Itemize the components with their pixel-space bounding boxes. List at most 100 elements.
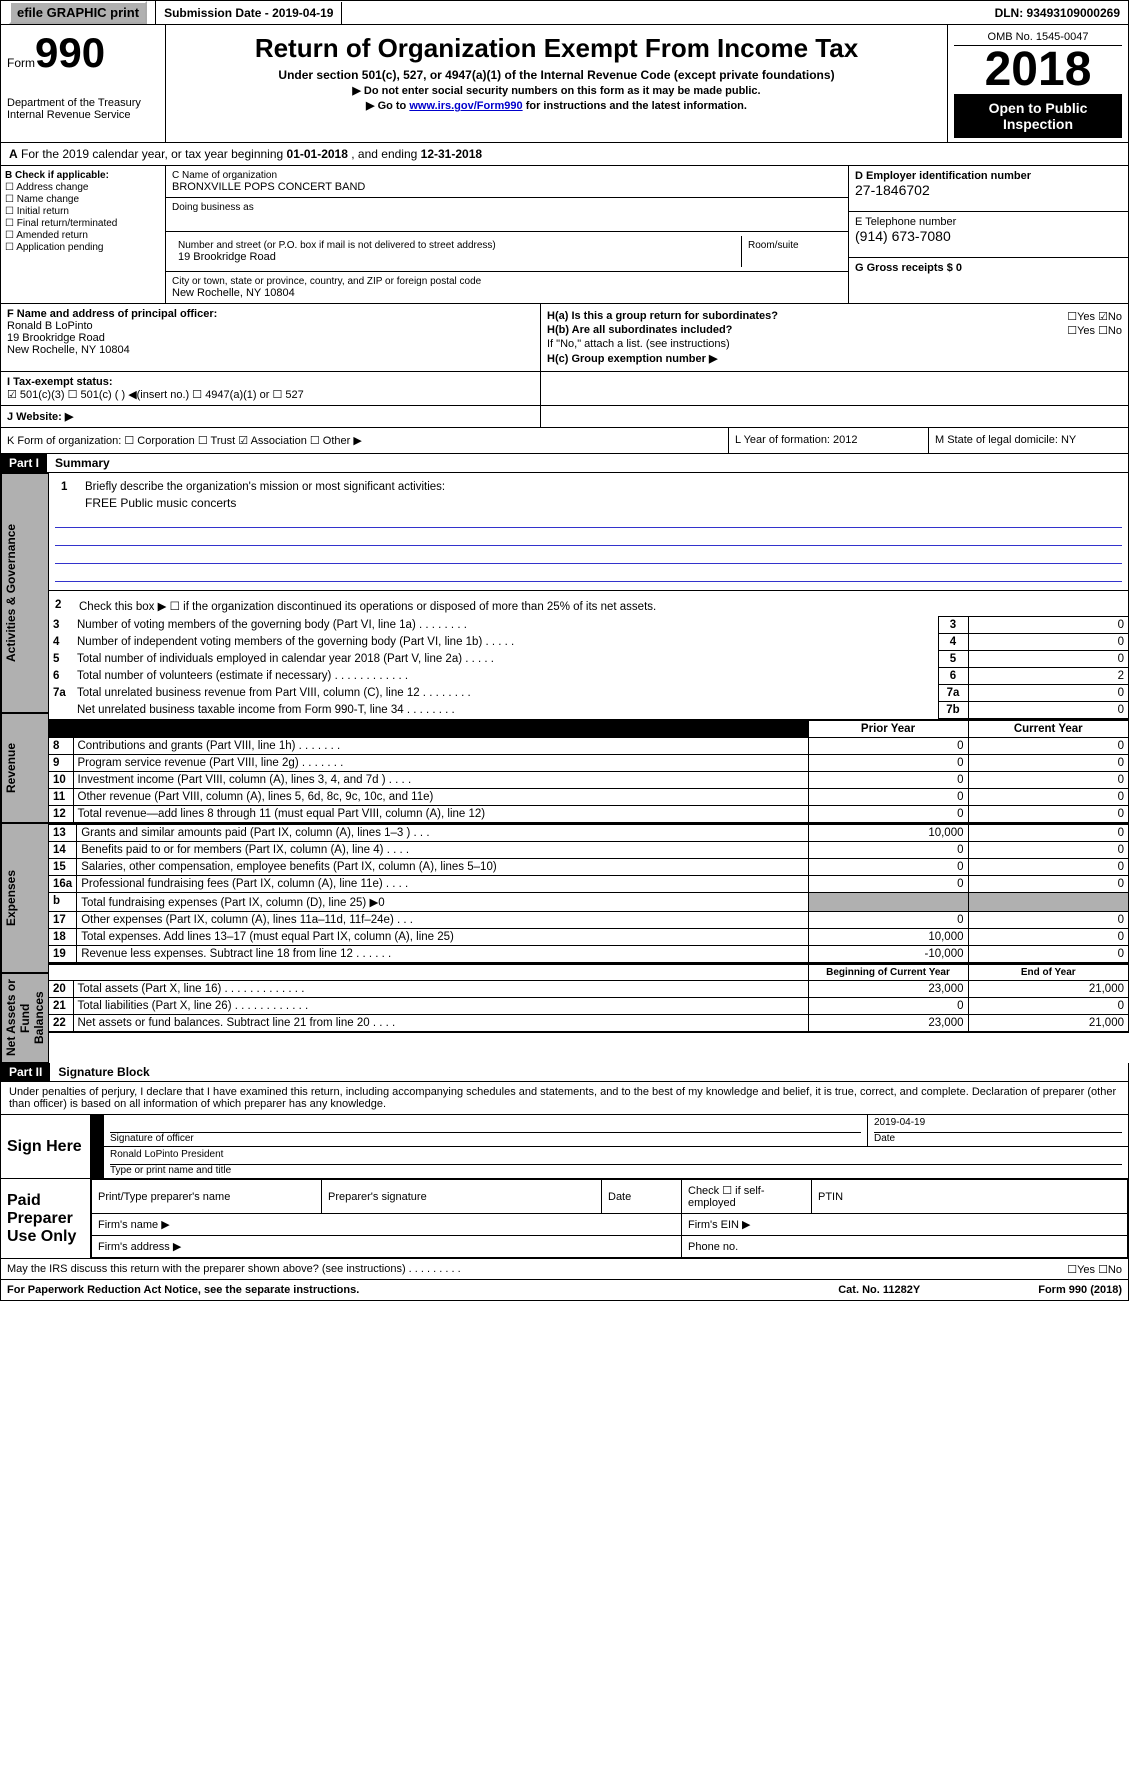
- goto-post: for instructions and the latest informat…: [523, 100, 747, 112]
- footer: For Paperwork Reduction Act Notice, see …: [0, 1280, 1129, 1301]
- ein-value: 27-1846702: [855, 182, 1122, 198]
- city-label: City or town, state or province, country…: [172, 276, 842, 287]
- rev-table: Prior YearCurrent Year 8Contributions an…: [49, 720, 1128, 823]
- prior-year-hdr: Prior Year: [808, 721, 968, 738]
- row-j: J Website: ▶: [0, 406, 1129, 428]
- self-employed: Check ☐ if self-employed: [682, 1180, 812, 1214]
- part1-title: Summary: [47, 454, 118, 472]
- chk-amended[interactable]: ☐ Amended return: [5, 230, 161, 241]
- state-domicile: M State of legal domicile: NY: [928, 428, 1128, 453]
- prep-sig-label: Preparer's signature: [322, 1180, 602, 1214]
- topbar: efile GRAPHIC print Submission Date - 20…: [0, 0, 1129, 25]
- gross-receipts: G Gross receipts $ 0: [855, 262, 962, 274]
- col-c: C Name of organization BRONXVILLE POPS C…: [166, 166, 848, 303]
- chk-final-return[interactable]: ☐ Final return/terminated: [5, 218, 161, 229]
- hb-label: H(b) Are all subordinates included?: [547, 324, 732, 336]
- efile-button[interactable]: efile GRAPHIC print: [9, 1, 147, 24]
- year-end: 12-31-2018: [421, 147, 482, 161]
- dba-label: Doing business as: [172, 202, 842, 213]
- part2-title: Signature Block: [50, 1063, 157, 1081]
- city-state-zip: New Rochelle, NY 10804: [172, 287, 842, 299]
- row-k: K Form of organization: ☐ Corporation ☐ …: [0, 428, 1129, 454]
- chk-app-pending[interactable]: ☐ Application pending: [5, 242, 161, 253]
- ssn-warning: ▶ Do not enter social security numbers o…: [172, 84, 941, 97]
- org-name: BRONXVILLE POPS CONCERT BAND: [172, 181, 842, 193]
- goto-pre: ▶ Go to: [366, 100, 409, 112]
- sign-here-label: Sign Here: [1, 1115, 91, 1178]
- sig-date: 2019-04-19: [874, 1117, 925, 1128]
- eoy-hdr: End of Year: [968, 965, 1128, 981]
- ein-label: D Employer identification number: [855, 170, 1031, 182]
- officer-name-title: Ronald LoPinto President: [110, 1149, 223, 1160]
- line1-text: Briefly describe the organization's miss…: [85, 481, 1116, 493]
- discuss-text: May the IRS discuss this return with the…: [7, 1263, 461, 1275]
- officer-name: Ronald B LoPinto: [7, 320, 93, 332]
- ha-answer: ☐Yes ☑No: [1067, 310, 1122, 323]
- ha-label: H(a) Is this a group return for subordin…: [547, 310, 778, 322]
- vtab-governance: Activities & Governance: [1, 473, 49, 713]
- discuss-answer: ☐Yes ☐No: [1067, 1263, 1122, 1276]
- year-begin: 01-01-2018: [287, 147, 348, 161]
- line2-text: Check this box ▶ ☐ if the organization d…: [79, 599, 1122, 613]
- part1-label: Part I: [1, 454, 47, 472]
- date-label: Date: [874, 1133, 895, 1144]
- tax-exempt-opts: ☑ 501(c)(3) ☐ 501(c) ( ) ◀(insert no.) ☐…: [7, 389, 304, 401]
- signature-block: Under penalties of perjury, I declare th…: [0, 1082, 1129, 1259]
- paid-preparer-label: Paid Preparer Use Only: [1, 1179, 91, 1258]
- form-990: 990: [35, 29, 105, 76]
- irs-discuss: May the IRS discuss this return with the…: [0, 1259, 1129, 1280]
- title-cell: Return of Organization Exempt From Incom…: [166, 25, 948, 142]
- hb-note: If "No," attach a list. (see instruction…: [547, 338, 1122, 350]
- hb-answer: ☐Yes ☐No: [1067, 324, 1122, 337]
- firm-addr: Firm's address ▶: [92, 1236, 682, 1258]
- chk-initial-return[interactable]: ☐ Initial return: [5, 206, 161, 217]
- row-i: I Tax-exempt status: ☑ 501(c)(3) ☐ 501(c…: [0, 372, 1129, 406]
- street-addr: 19 Brookridge Road: [178, 251, 735, 263]
- tax-year: 2018: [954, 46, 1122, 94]
- org-name-label: C Name of organization: [172, 170, 842, 181]
- calendar-year-text: For the 2019 calendar year, or tax year …: [21, 147, 287, 161]
- row-a: A For the 2019 calendar year, or tax yea…: [0, 143, 1129, 166]
- form-title: Return of Organization Exempt From Incom…: [172, 33, 941, 64]
- type-name-label: Type or print name and title: [110, 1165, 231, 1176]
- officer-label: F Name and address of principal officer:: [7, 308, 217, 320]
- paperwork-notice: For Paperwork Reduction Act Notice, see …: [7, 1284, 838, 1296]
- irs-link[interactable]: www.irs.gov/Form990: [409, 100, 522, 112]
- dept-treasury: Department of the Treasury Internal Reve…: [7, 97, 159, 121]
- current-year-hdr: Current Year: [968, 721, 1128, 738]
- gov-table: 3Number of voting members of the governi…: [49, 616, 1128, 719]
- chk-name-change[interactable]: ☐ Name change: [5, 194, 161, 205]
- form-number-cell: Form990 Department of the Treasury Inter…: [1, 25, 166, 142]
- officer-addr2: New Rochelle, NY 10804: [7, 344, 130, 356]
- chk-address-change[interactable]: ☐ Address change: [5, 182, 161, 193]
- vtab-netassets: Net Assets or Fund Balances: [1, 973, 49, 1063]
- net-table: Beginning of Current YearEnd of Year 20T…: [49, 964, 1128, 1032]
- cat-no: Cat. No. 11282Y: [838, 1284, 1038, 1296]
- mission-text: FREE Public music concerts: [55, 496, 1122, 510]
- vtab-expenses: Expenses: [1, 823, 49, 973]
- submission-date: Submission Date - 2019-04-19: [156, 2, 342, 24]
- open-public: Open to Public Inspection: [954, 94, 1122, 138]
- phone-label: Phone no.: [682, 1236, 1128, 1258]
- row-fh: F Name and address of principal officer:…: [0, 304, 1129, 372]
- preparer-table: Print/Type preparer's name Preparer's si…: [91, 1179, 1128, 1258]
- col-h: H(a) Is this a group return for subordin…: [541, 304, 1128, 371]
- exp-table: 13Grants and similar amounts paid (Part …: [49, 824, 1128, 963]
- sig-officer-label: Signature of officer: [110, 1133, 194, 1144]
- part2-label: Part II: [1, 1063, 50, 1081]
- year-cell: OMB No. 1545-0047 2018 Open to Public In…: [948, 25, 1128, 142]
- part1-header: Part I Summary: [0, 454, 1129, 473]
- year-mid: , and ending: [351, 147, 420, 161]
- form-label: Form: [7, 56, 35, 70]
- form-org: K Form of organization: ☐ Corporation ☐ …: [1, 428, 728, 453]
- room-label: Room/suite: [748, 240, 836, 251]
- part2-header: Part II Signature Block: [0, 1063, 1129, 1082]
- prep-date-label: Date: [602, 1180, 682, 1214]
- year-formation: L Year of formation: 2012: [728, 428, 928, 453]
- summary-body: Activities & Governance Revenue Expenses…: [0, 473, 1129, 1063]
- vtab-revenue: Revenue: [1, 713, 49, 823]
- line1-block: 1Briefly describe the organization's mis…: [49, 473, 1128, 591]
- tel-value: (914) 673-7080: [855, 228, 1122, 244]
- tax-exempt-label: I Tax-exempt status:: [7, 376, 113, 388]
- col-b-header: B Check if applicable:: [5, 170, 109, 181]
